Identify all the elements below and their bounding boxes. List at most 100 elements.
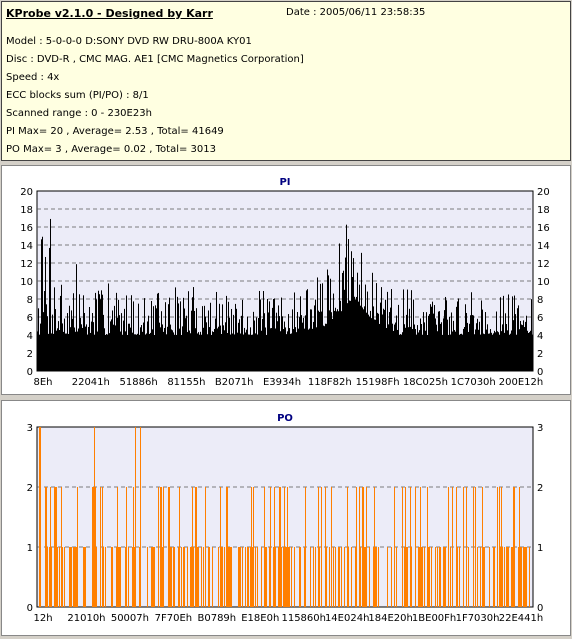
- bar: [142, 331, 143, 371]
- bar: [518, 305, 519, 371]
- x-tick-label: B0789h: [197, 613, 236, 624]
- bar: [489, 547, 490, 607]
- bar: [298, 328, 299, 371]
- bar: [499, 487, 500, 607]
- bar: [46, 304, 47, 371]
- bar: [245, 332, 246, 371]
- bar: [360, 305, 361, 371]
- bar: [85, 547, 86, 607]
- bar: [362, 487, 363, 607]
- bar: [408, 327, 409, 371]
- bar: [57, 547, 58, 607]
- bar: [388, 324, 389, 371]
- bar: [382, 314, 383, 371]
- bar: [116, 547, 117, 607]
- bar: [75, 547, 76, 607]
- bar: [452, 331, 453, 371]
- y-tick-label-right: 1: [537, 543, 543, 554]
- bar: [359, 284, 360, 371]
- bar: [389, 312, 390, 371]
- bar: [228, 547, 229, 607]
- bar: [77, 331, 78, 371]
- bar: [342, 272, 343, 371]
- bar: [391, 289, 392, 371]
- bar: [355, 299, 356, 371]
- bar: [445, 547, 446, 607]
- bar: [347, 303, 348, 371]
- bar: [151, 300, 152, 371]
- bar: [459, 334, 460, 371]
- bar: [158, 292, 159, 371]
- bar: [69, 547, 70, 607]
- bar: [279, 316, 280, 371]
- bar: [317, 277, 318, 371]
- bar: [86, 324, 87, 371]
- bar: [55, 487, 56, 607]
- bar: [70, 547, 71, 607]
- bar: [520, 320, 521, 371]
- bar: [435, 318, 436, 371]
- bar: [468, 331, 469, 371]
- bar: [333, 293, 334, 371]
- bar: [199, 334, 200, 371]
- bar: [264, 313, 265, 371]
- app-title: KProbe v2.1.0 - Designed by Karr: [6, 7, 213, 20]
- bar: [266, 547, 267, 607]
- bar: [196, 308, 197, 371]
- bar: [396, 547, 397, 607]
- bar: [174, 547, 175, 607]
- bar: [51, 333, 52, 371]
- bar: [76, 547, 77, 607]
- bar: [49, 247, 50, 371]
- bar: [334, 310, 335, 371]
- bar: [496, 311, 497, 371]
- bar: [314, 305, 315, 371]
- bar: [126, 295, 127, 371]
- bar: [384, 309, 385, 371]
- bar: [45, 256, 46, 371]
- bar: [161, 487, 162, 607]
- bar: [346, 224, 347, 371]
- bar: [102, 294, 103, 371]
- bar: [372, 272, 373, 371]
- bar: [464, 326, 465, 371]
- bar: [335, 307, 336, 371]
- bar: [394, 324, 395, 371]
- bar: [318, 310, 319, 371]
- bar: [403, 289, 404, 371]
- bar: [491, 332, 492, 371]
- x-tick-label: 1C7030h: [451, 377, 496, 388]
- bar: [362, 307, 363, 371]
- bar: [239, 547, 240, 607]
- bar: [251, 334, 252, 371]
- bar: [124, 308, 125, 371]
- bar: [213, 331, 214, 371]
- bar: [261, 547, 262, 607]
- bar: [419, 547, 420, 607]
- po-chart-panel: PO 0 0 1 1 2 2 3 3 12h 21010h 50007h 7F70Eh B0789h E18…: [1, 400, 571, 636]
- bar: [77, 487, 78, 607]
- bar: [446, 300, 447, 371]
- bar: [145, 334, 146, 371]
- bar: [509, 334, 510, 371]
- bar: [179, 487, 180, 607]
- bar: [64, 318, 65, 371]
- bar: [235, 303, 236, 371]
- bar: [270, 328, 271, 371]
- bar: [204, 305, 205, 371]
- bar: [133, 301, 134, 371]
- bar: [73, 547, 74, 607]
- bar: [180, 301, 181, 371]
- info-disc: Disc : DVD-R , CMC MAG. AE1 [CMC Magneti…: [6, 54, 304, 65]
- bar: [202, 306, 203, 371]
- bar: [122, 334, 123, 371]
- bar: [525, 547, 526, 607]
- bar: [207, 334, 208, 371]
- bar: [187, 547, 188, 607]
- bar: [247, 316, 248, 371]
- bar: [225, 322, 226, 371]
- bar: [387, 291, 388, 371]
- bar: [455, 331, 456, 371]
- bar: [162, 324, 163, 371]
- bar: [217, 328, 218, 371]
